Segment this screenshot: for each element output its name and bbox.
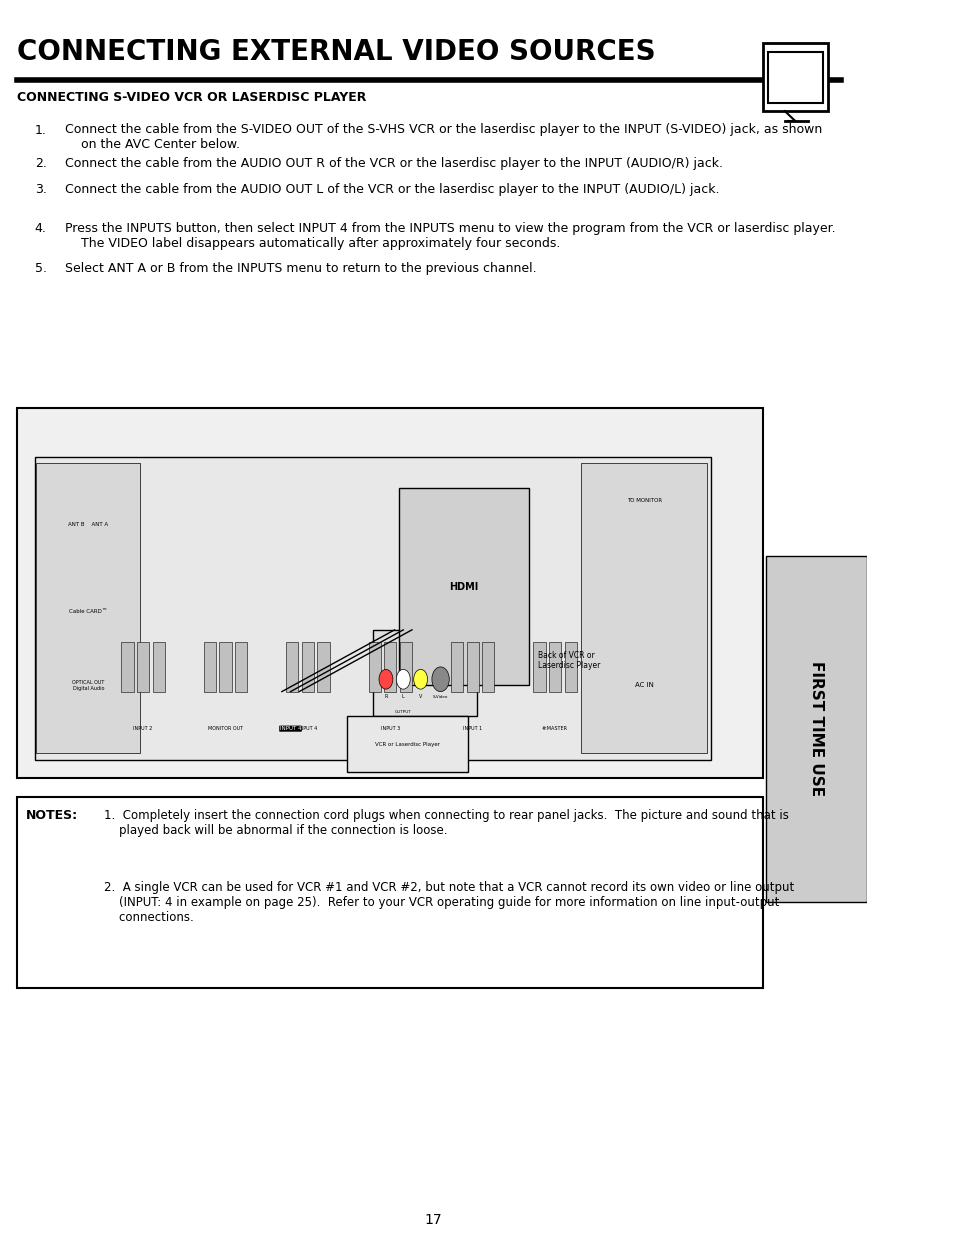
Bar [564,642,577,692]
Text: Connect the cable from the AUDIO OUT L of the VCR or the laserdisc player to the: Connect the cable from the AUDIO OUT L o… [65,183,719,196]
Bar [301,642,314,692]
Bar [137,642,149,692]
Bar [347,716,468,772]
Bar [373,630,476,716]
Text: OUTPUT: OUTPUT [395,710,412,714]
Text: Connect the cable from the S-VIDEO OUT of the S-VHS VCR or the laserdisc player : Connect the cable from the S-VIDEO OUT o… [65,124,821,152]
Text: CONNECTING EXTERNAL VIDEO SOURCES: CONNECTING EXTERNAL VIDEO SOURCES [17,38,656,65]
Bar [767,52,822,103]
Bar [762,43,827,111]
Bar [17,408,762,778]
Bar [152,642,165,692]
Text: 2.: 2. [34,157,47,170]
Bar [399,642,412,692]
Text: S-Video: S-Video [433,695,448,699]
Text: INPUT 3: INPUT 3 [380,726,399,731]
Bar [451,642,462,692]
Bar [398,488,529,685]
Text: Back of VCR or
Laserdisc Player: Back of VCR or Laserdisc Player [537,651,599,671]
Bar [548,642,560,692]
Bar [580,463,706,753]
Text: R: R [384,694,387,699]
Text: INPUT 4: INPUT 4 [279,726,301,731]
Text: FIRST TIME USE: FIRST TIME USE [808,661,823,797]
Text: Select ANT A or B from the INPUTS menu to return to the previous channel.: Select ANT A or B from the INPUTS menu t… [65,262,537,275]
Text: CONNECTING S-VIDEO VCR OR LASERDISC PLAYER: CONNECTING S-VIDEO VCR OR LASERDISC PLAY… [17,91,366,105]
Text: INPUT 4: INPUT 4 [298,726,317,731]
Circle shape [414,669,427,689]
Text: INPUT 2: INPUT 2 [133,726,152,731]
Circle shape [432,667,449,692]
Bar [36,463,140,753]
Text: TO MONITOR: TO MONITOR [626,498,661,503]
Text: Connect the cable from the AUDIO OUT R of the VCR or the laserdisc player to the: Connect the cable from the AUDIO OUT R o… [65,157,722,170]
Bar [34,457,710,760]
Text: 1.: 1. [34,124,47,137]
Text: MONITOR OUT: MONITOR OUT [208,726,243,731]
Text: 2.  A single VCR can be used for VCR #1 and VCR #2, but note that a VCR cannot r: 2. A single VCR can be used for VCR #1 a… [104,881,794,924]
Bar [368,642,380,692]
Text: 1.  Completely insert the connection cord plugs when connecting to rear panel ja: 1. Completely insert the connection cord… [104,809,788,837]
Bar [481,642,494,692]
Text: V: V [418,694,422,699]
Bar [234,642,247,692]
Bar [17,797,762,988]
Bar [533,642,545,692]
Bar [121,642,133,692]
Text: 4.: 4. [34,222,47,236]
Bar [286,642,298,692]
Text: HDMI: HDMI [449,582,478,592]
Text: NOTES:: NOTES: [26,809,78,823]
Text: L: L [401,694,404,699]
Bar [466,642,478,692]
Bar [384,642,395,692]
Text: INPUT 1: INPUT 1 [462,726,482,731]
Bar [765,556,866,902]
Text: #:MASTER: #:MASTER [541,726,567,731]
Text: 5.: 5. [34,262,47,275]
Text: Cable CARD™: Cable CARD™ [70,609,108,614]
Text: OPTICAL OUT
Digital Audio: OPTICAL OUT Digital Audio [72,680,105,690]
Bar [317,642,329,692]
Circle shape [395,669,410,689]
Text: VCR or Laserdisc Player: VCR or Laserdisc Player [375,742,439,747]
Text: 3.: 3. [34,183,47,196]
Bar [219,642,232,692]
Circle shape [378,669,393,689]
Text: Press the INPUTS button, then select INPUT 4 from the INPUTS menu to view the pr: Press the INPUTS button, then select INP… [65,222,835,251]
Text: 17: 17 [424,1213,442,1228]
Text: ANT B    ANT A: ANT B ANT A [69,522,109,527]
Text: AC IN: AC IN [635,683,653,688]
Bar [204,642,215,692]
